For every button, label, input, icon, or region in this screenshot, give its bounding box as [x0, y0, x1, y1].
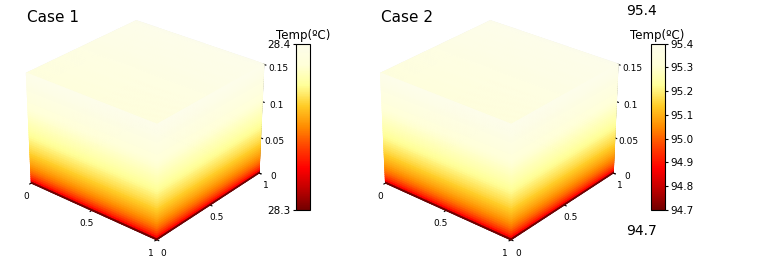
Text: 94.7: 94.7 — [626, 224, 657, 238]
Text: Case 2: Case 2 — [381, 10, 434, 25]
Text: Case 1: Case 1 — [27, 10, 79, 25]
Title: Temp(ºC): Temp(ºC) — [631, 29, 685, 42]
Text: 95.4: 95.4 — [626, 4, 657, 18]
Title: Temp(ºC): Temp(ºC) — [276, 29, 330, 42]
